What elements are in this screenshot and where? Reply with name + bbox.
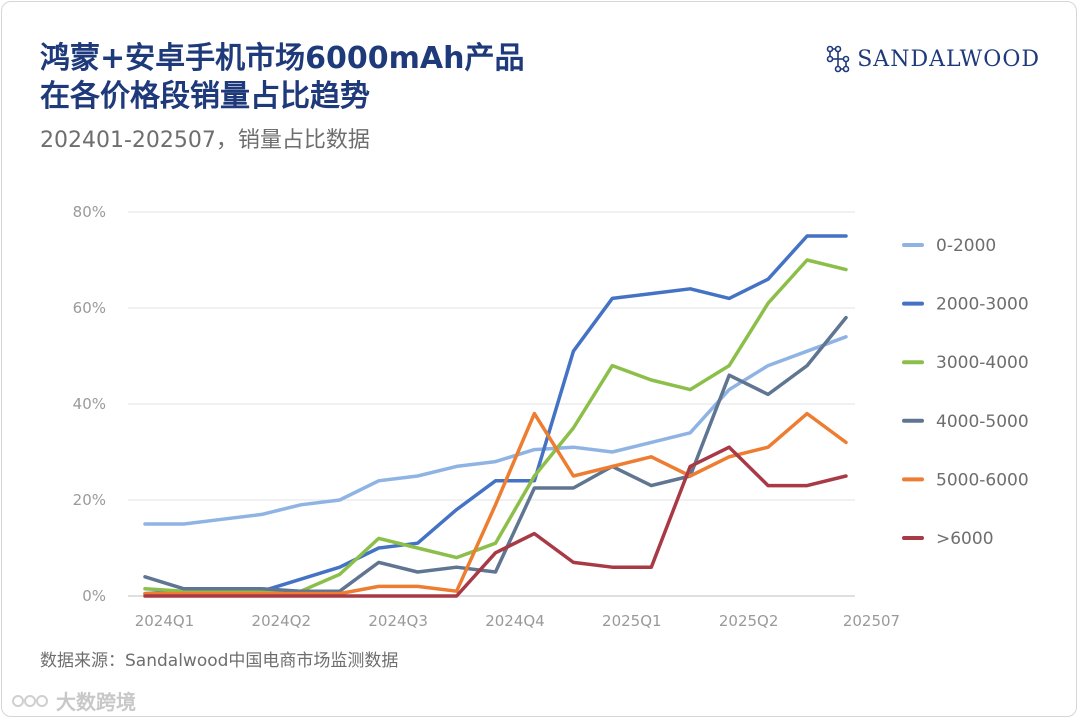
chart-title: 鸿蒙+安卓手机市场6000mAh产品 在各价格段销量占比趋势 <box>40 40 524 116</box>
sandalwood-logo-icon <box>826 45 850 73</box>
x-tick-label: 202507 <box>843 612 900 630</box>
legend-label: 2000-3000 <box>936 295 1029 315</box>
x-tick-label: 2025Q1 <box>602 612 662 630</box>
series-line-4000-5000 <box>143 315 848 593</box>
series-line-5000-6000 <box>143 411 848 596</box>
y-tick-label: 80% <box>73 203 106 221</box>
brand-logo: SANDALWOOD <box>825 44 1040 74</box>
brand-name: SANDALWOOD <box>857 46 1040 72</box>
data-source: 数据来源：Sandalwood中国电商市场监测数据 <box>40 651 399 671</box>
series-line-3000-4000 <box>143 258 848 593</box>
y-tick-label: 0% <box>82 587 106 605</box>
watermark: 大数跨境 <box>10 686 136 715</box>
legend-label: 4000-5000 <box>936 412 1029 432</box>
x-tick-label: 2024Q3 <box>368 612 428 630</box>
legend-label: >6000 <box>936 529 994 549</box>
x-tick-label: 2024Q2 <box>252 612 312 630</box>
x-tick-label: 2025Q2 <box>719 612 779 630</box>
legend-label: 0-2000 <box>936 236 996 256</box>
series-line-6000 <box>143 445 848 598</box>
legend-label: 3000-4000 <box>936 353 1029 373</box>
y-tick-label: 60% <box>73 299 106 317</box>
y-tick-label: 20% <box>73 491 106 509</box>
x-tick-label: 2024Q1 <box>135 612 195 630</box>
title-line-1: 鸿蒙+安卓手机市场6000mAh产品 <box>40 41 525 76</box>
x-tick-label: 2024Q4 <box>485 612 545 630</box>
legend-label: 5000-6000 <box>936 470 1029 490</box>
watermark-logo-icon <box>12 694 48 707</box>
series-line-0-2000 <box>143 335 848 526</box>
chart-subtitle: 202401-202507，销量占比数据 <box>40 128 370 153</box>
title-line-2: 在各价格段销量占比趋势 <box>40 79 370 114</box>
y-tick-label: 40% <box>73 395 106 413</box>
watermark-text: 大数跨境 <box>56 690 136 714</box>
